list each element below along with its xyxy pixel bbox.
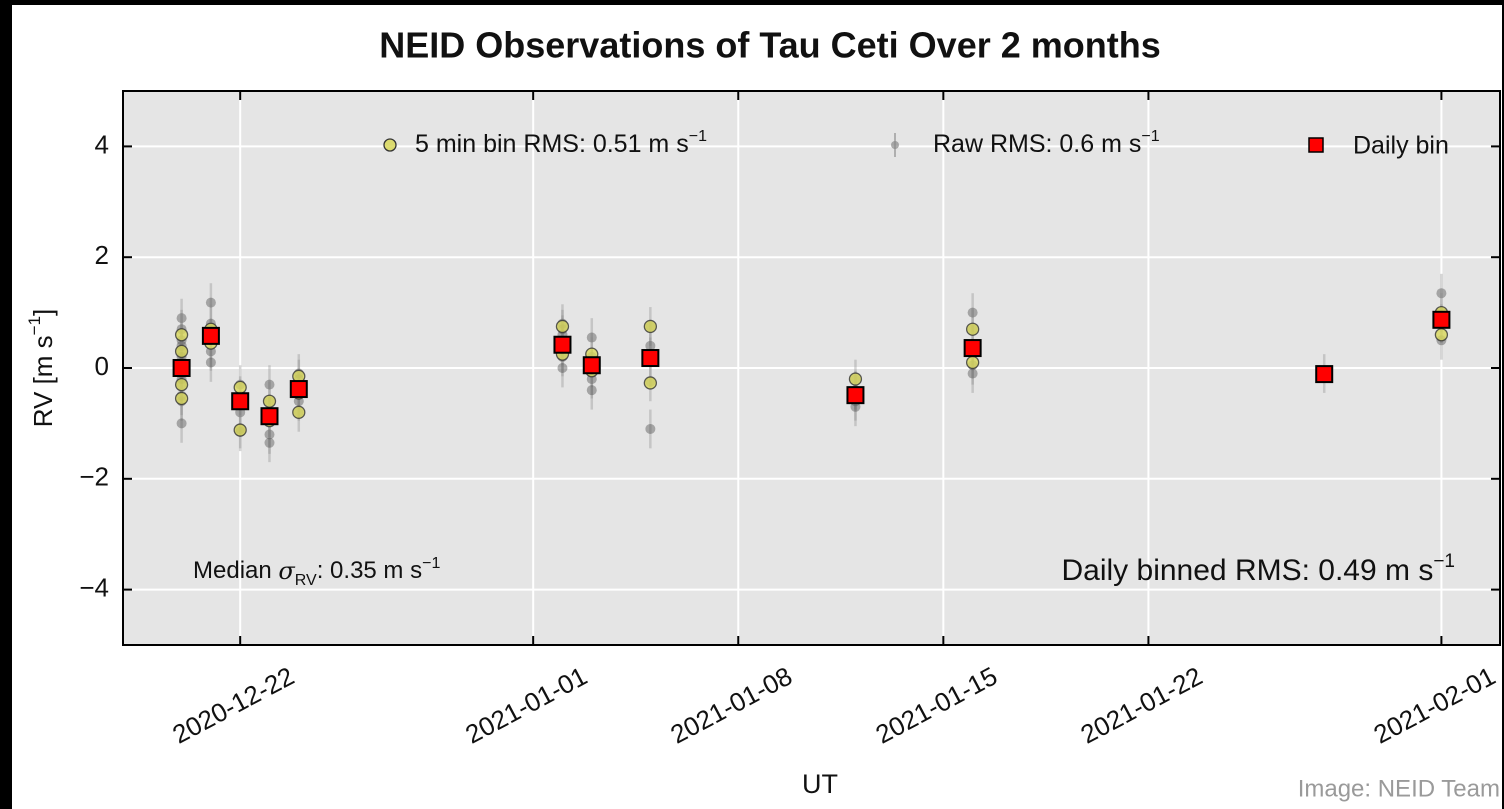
annotation-text: Median — [193, 557, 278, 584]
raw-point — [586, 385, 597, 396]
bin-point — [174, 344, 189, 359]
raw-point — [850, 401, 861, 412]
y-axis-label: RV [m s−1] — [25, 309, 58, 428]
raw-point — [176, 313, 187, 324]
annotation: Daily binned RMS: 0.49 m s−1 — [1062, 551, 1456, 587]
raw-point — [557, 363, 568, 373]
raw-point — [586, 332, 597, 343]
bin-point — [643, 319, 658, 334]
annotation-sub: RV — [295, 572, 317, 589]
y-tick-label: 4 — [95, 129, 109, 159]
legend: 5 min bin RMS: 0.51 m s−1 Raw RMS: 0.6 m… — [383, 128, 1449, 160]
bin-point — [174, 328, 189, 342]
legend-marker — [1308, 137, 1324, 153]
raw-point — [1436, 288, 1447, 299]
daily-bin — [172, 359, 191, 377]
grid — [123, 91, 1500, 645]
data — [172, 273, 1451, 463]
bin-point — [965, 355, 980, 370]
raw-point — [264, 437, 275, 448]
y-tick-label: −2 — [79, 462, 109, 492]
daily-bin — [201, 326, 220, 345]
bin-point — [233, 423, 247, 437]
annotation-sup: −1 — [422, 555, 440, 572]
legend-label: 5 min bin RMS: 0.51 m s−1 — [415, 128, 707, 158]
daily-bin — [231, 392, 250, 411]
legend-label-sup: −1 — [1141, 128, 1159, 145]
bin-point — [233, 380, 247, 395]
legend-label-sup: −1 — [689, 128, 707, 145]
credit: Image: NEID Team — [1298, 775, 1500, 802]
daily-bin — [582, 356, 601, 375]
annotation-text: : 0.35 m s — [317, 557, 422, 584]
legend-label-text: Raw RMS: 0.6 m s — [933, 130, 1141, 158]
annotation-symbol: σ — [278, 557, 295, 585]
daily-bin — [1432, 310, 1451, 329]
raw-point — [264, 429, 275, 440]
annotation-sup: −1 — [1433, 551, 1455, 572]
bin-point — [643, 376, 658, 390]
y-axis-label-sup: −1 — [25, 316, 44, 335]
bin-point — [292, 405, 306, 419]
raw-point — [205, 297, 216, 308]
y-axis-label-text: ] — [28, 309, 58, 316]
annotation: Median σRV: 0.35 m s−1 — [193, 555, 440, 589]
raw-point — [967, 307, 978, 318]
bin-point — [1434, 328, 1449, 342]
raw-point — [205, 357, 216, 368]
daily-bin — [553, 335, 572, 354]
y-tick-label: 2 — [95, 240, 109, 270]
legend-label: Raw RMS: 0.6 m s−1 — [933, 128, 1160, 158]
legend-label: Daily bin — [1353, 132, 1449, 160]
raw-point — [264, 379, 275, 390]
raw-point — [645, 423, 656, 434]
daily-bin — [1315, 365, 1334, 384]
x-axis-label: UT — [802, 769, 838, 799]
chart-title: NEID Observations of Tau Ceti Over 2 mon… — [379, 25, 1161, 66]
bin-point — [848, 372, 863, 386]
legend-marker — [383, 138, 397, 152]
daily-bin — [963, 339, 982, 358]
bin-point — [174, 391, 189, 406]
raw-point — [176, 418, 187, 429]
bin-point — [555, 319, 570, 334]
daily-bin — [641, 349, 660, 368]
daily-bin — [260, 407, 279, 426]
raw-point — [645, 340, 656, 351]
annotation-text: Daily binned RMS: 0.49 m s — [1062, 554, 1434, 587]
daily-bin — [289, 380, 308, 399]
daily-bin — [846, 386, 865, 405]
y-tick-label: −4 — [79, 572, 109, 602]
raw-point — [967, 368, 978, 379]
y-tick-label: 0 — [95, 351, 109, 381]
bin-point — [965, 322, 980, 336]
y-axis-label-text: RV [m s — [28, 335, 58, 427]
legend-label-text: 5 min bin RMS: 0.51 m s — [415, 130, 689, 158]
bin-point — [174, 377, 189, 392]
bin-point — [262, 394, 277, 408]
legend-marker — [891, 141, 899, 149]
